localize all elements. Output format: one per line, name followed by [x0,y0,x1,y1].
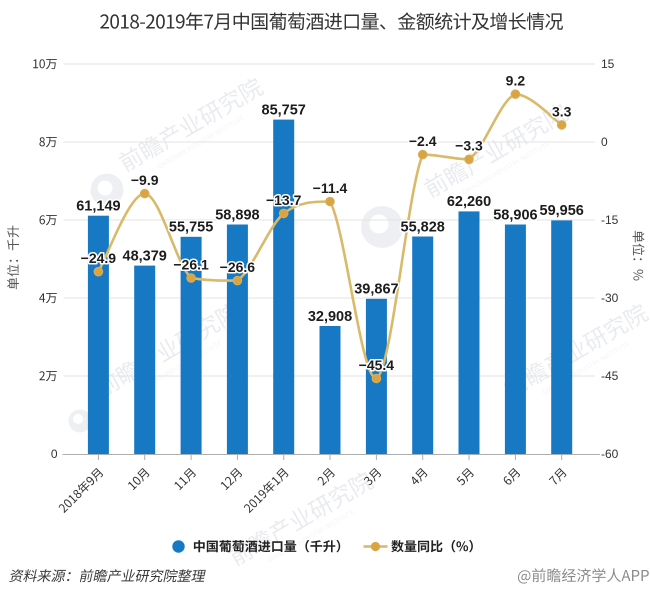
svg-text:58,906: 58,906 [493,207,537,223]
svg-text:−3.3: −3.3 [455,138,483,154]
svg-text:-30: -30 [601,291,619,305]
svg-text:32,908: 32,908 [308,309,352,325]
svg-text:61,149: 61,149 [76,199,120,215]
svg-text:−13.7: −13.7 [266,192,302,208]
svg-text:−11.4: −11.4 [313,180,348,196]
svg-text:−24.9: −24.9 [81,250,117,266]
svg-text:-60: -60 [601,447,619,461]
svg-text:9.2: 9.2 [506,73,526,89]
svg-text:−26.6: −26.6 [220,259,256,275]
svg-text:0: 0 [51,447,58,461]
svg-text:0: 0 [601,135,608,149]
svg-text:3.3: 3.3 [552,103,572,119]
svg-text:55,828: 55,828 [401,219,445,235]
svg-text:48,379: 48,379 [123,248,167,264]
svg-text:55,755: 55,755 [169,220,213,236]
svg-text:85,757: 85,757 [262,102,306,118]
svg-text:-45: -45 [601,369,619,383]
svg-text:15: 15 [601,57,615,71]
svg-text:59,956: 59,956 [540,203,584,219]
svg-text:−9.9: −9.9 [131,172,159,188]
svg-text:39,867: 39,867 [354,282,398,298]
svg-text:−2.4: −2.4 [409,133,437,149]
svg-text:58,898: 58,898 [215,207,259,223]
svg-text:−26.1: −26.1 [173,256,209,272]
svg-text:−45.4: −45.4 [359,357,395,373]
svg-text:-15: -15 [601,213,619,227]
svg-text:62,260: 62,260 [447,194,491,210]
